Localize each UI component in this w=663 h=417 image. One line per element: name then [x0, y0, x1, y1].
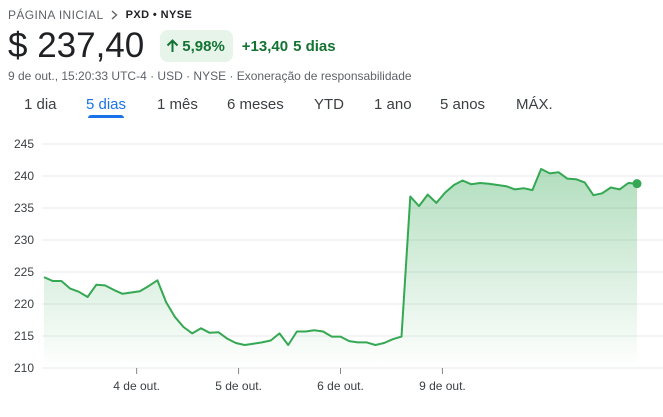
price-area-fill: [44, 169, 637, 368]
tab-max[interactable]: MÁX.: [516, 96, 553, 113]
tab-1-day[interactable]: 1 dia: [24, 96, 57, 113]
y-tick-label: 210: [14, 361, 34, 375]
absolute-change-value: +13,40: [242, 38, 288, 55]
x-tick-label: 4 de out.: [113, 379, 160, 393]
arrow-up-icon: [166, 39, 179, 53]
percent-change-badge: 5,98%: [160, 30, 233, 62]
tab-5-days[interactable]: 5 dias: [86, 96, 126, 113]
last-price-marker: [633, 179, 642, 188]
x-tick-label: 6 de out.: [317, 379, 364, 393]
y-tick-label: 215: [14, 329, 34, 343]
active-tab-indicator: [88, 115, 124, 118]
y-tick-label: 235: [14, 201, 34, 215]
chevron-right-icon: [111, 10, 118, 20]
quote-header: $ 237,40 5,98% +13,40 5 dias: [8, 27, 336, 65]
y-tick-label: 225: [14, 265, 34, 279]
tab-ytd[interactable]: YTD: [314, 96, 344, 113]
current-price: $ 237,40: [8, 27, 144, 65]
tab-6-months[interactable]: 6 meses: [227, 96, 284, 113]
y-tick-label: 230: [14, 233, 34, 247]
breadcrumb-home-link[interactable]: PÁGINA INICIAL: [8, 8, 104, 22]
y-tick-label: 240: [14, 169, 34, 183]
change-period: 5 dias: [293, 38, 336, 55]
tab-1-month[interactable]: 1 mês: [157, 96, 198, 113]
breadcrumb-ticker: PXD • NYSE: [126, 9, 193, 21]
tab-1-year[interactable]: 1 ano: [374, 96, 412, 113]
percent-change-value: 5,98%: [182, 38, 225, 55]
x-tick-label: 9 de out.: [419, 379, 466, 393]
y-tick-label: 245: [14, 137, 34, 151]
tab-5-years[interactable]: 5 anos: [440, 96, 485, 113]
absolute-change: +13,40 5 dias: [242, 38, 336, 55]
price-chart[interactable]: 210 215 220 225 230 235 240 245 4 de out. 5 de o…: [0, 126, 663, 412]
breadcrumb: PÁGINA INICIAL PXD • NYSE: [8, 8, 192, 22]
price-chart-svg[interactable]: 210 215 220 225 230 235 240 245 4 de out. 5 de o…: [0, 126, 663, 412]
x-tick-label: 5 de out.: [215, 379, 262, 393]
quote-meta: 9 de out., 15:20:33 UTC-4 · USD · NYSE ·…: [8, 69, 412, 83]
y-tick-label: 220: [14, 297, 34, 311]
